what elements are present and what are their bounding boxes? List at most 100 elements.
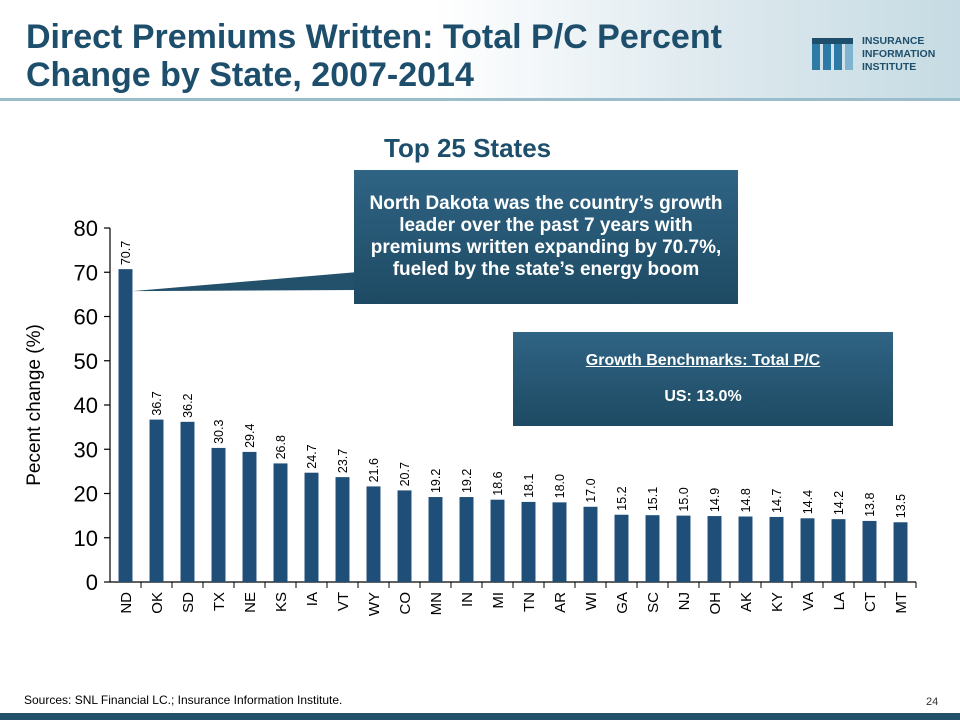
category-label-mi: MI [490, 592, 507, 609]
bar-mn [428, 497, 443, 582]
data-label-ak: 14.8 [739, 488, 753, 512]
category-label-ia: IA [304, 592, 321, 606]
bar-nj [676, 515, 691, 582]
bar-ky [769, 516, 784, 582]
data-label-tn: 18.1 [522, 474, 536, 498]
category-label-vt: VT [335, 592, 352, 611]
y-tick-label: 20 [74, 482, 98, 507]
y-tick-label: 10 [74, 526, 98, 551]
bar-tn [521, 501, 536, 582]
benchmark-box: Growth Benchmarks: Total P/C US: 13.0% [513, 332, 893, 426]
data-label-mn: 19.2 [429, 469, 443, 493]
bar-ar [552, 502, 567, 582]
bar-mt [893, 522, 908, 582]
data-label-ga: 15.2 [615, 486, 629, 510]
data-label-ct: 13.8 [863, 493, 877, 517]
footer-band [0, 713, 960, 720]
y-axis-label: Pecent change (%) [24, 324, 45, 486]
category-label-oh: OH [707, 592, 724, 615]
y-tick-label: 30 [74, 437, 98, 462]
y-tick-label: 0 [86, 570, 98, 595]
category-label-mt: MT [893, 592, 910, 614]
bar-ok [149, 419, 164, 582]
bar-ia [304, 472, 319, 582]
y-tick-label: 70 [74, 260, 98, 285]
category-label-mn: MN [428, 592, 445, 615]
y-tick-label: 80 [74, 216, 98, 241]
data-label-ky: 14.7 [770, 489, 784, 513]
bar-ak [738, 516, 753, 582]
chart-labels: 70.7 ND 36.7 OK 36.2 SD 30.3 TX 29.4 NE 26.8 KS 24.7… [118, 241, 910, 616]
data-label-oh: 14.9 [708, 488, 722, 512]
category-label-ak: AK [738, 592, 755, 612]
category-label-ct: CT [862, 592, 879, 612]
y-tick-label: 50 [74, 349, 98, 374]
bar-oh [707, 516, 722, 582]
bar-vt [335, 477, 350, 582]
header-band [0, 0, 960, 100]
bar-tx [211, 447, 226, 582]
category-label-tn: TN [521, 592, 538, 612]
data-label-ok: 36.7 [150, 391, 164, 415]
callout-pointer [132, 272, 358, 292]
sources-note: Sources: SNL Financial LC.; Insurance In… [24, 693, 343, 707]
category-label-wi: WI [583, 592, 600, 610]
category-label-nj: NJ [676, 592, 693, 610]
page-number: 24 [926, 696, 939, 708]
bar-va [800, 518, 815, 582]
data-label-nd: 70.7 [119, 241, 133, 265]
data-label-wi: 17.0 [584, 478, 598, 502]
data-label-nj: 15.0 [677, 487, 691, 511]
data-label-mt: 13.5 [894, 494, 908, 518]
category-label-ga: GA [614, 592, 631, 614]
bar-sd [180, 421, 195, 582]
category-label-ks: KS [273, 592, 290, 612]
data-label-ks: 26.8 [274, 435, 288, 459]
benchmark-value: US: 13.0% [664, 388, 742, 405]
category-label-ne: NE [242, 592, 259, 613]
bar-mi [490, 499, 505, 582]
chart-subtitle: Top 25 States [384, 133, 552, 163]
slide-title: Direct Premiums Written: Total P/C Perce… [26, 18, 722, 94]
category-label-sc: SC [645, 592, 662, 613]
chart-bars [118, 269, 908, 582]
bar-la [831, 519, 846, 582]
bar-in [459, 497, 474, 582]
bar-co [397, 490, 412, 582]
y-tick-label: 60 [74, 305, 98, 330]
data-label-co: 20.7 [398, 462, 412, 486]
data-label-va: 14.4 [801, 490, 815, 514]
data-label-sd: 36.2 [181, 393, 195, 417]
logo-text: INSURANCE INFORMATION INSTITUTE [862, 35, 936, 73]
callout-text: North Dakota was the country’s growth le… [369, 193, 723, 280]
category-label-sd: SD [180, 592, 197, 613]
bar-ga [614, 514, 629, 582]
header-divider [0, 98, 960, 101]
benchmark-title: Growth Benchmarks: Total P/C [585, 352, 821, 369]
data-label-tx: 30.3 [212, 420, 226, 444]
callout-arrow [132, 272, 358, 292]
data-label-mi: 18.6 [491, 471, 505, 495]
category-label-ky: KY [769, 592, 786, 612]
bar-ne [242, 451, 257, 582]
data-label-wy: 21.6 [367, 458, 381, 482]
category-label-ar: AR [552, 592, 569, 613]
bar-ks [273, 463, 288, 582]
data-label-la: 14.2 [832, 491, 846, 515]
category-label-va: VA [800, 592, 817, 611]
bar-ct [862, 520, 877, 582]
category-label-wy: WY [366, 592, 383, 616]
iii-logo: INSURANCE INFORMATION INSTITUTE [810, 34, 950, 78]
bar-sc [645, 515, 660, 582]
data-label-sc: 15.1 [646, 487, 660, 511]
bar-nd [118, 269, 133, 582]
category-label-la: LA [831, 592, 848, 610]
data-label-in: 19.2 [460, 469, 474, 493]
category-label-ok: OK [149, 592, 166, 614]
data-label-ne: 29.4 [243, 424, 257, 448]
category-label-nd: ND [118, 592, 135, 614]
data-label-vt: 23.7 [336, 449, 350, 473]
data-label-ia: 24.7 [305, 444, 319, 468]
iii-logo-icon [812, 38, 853, 70]
